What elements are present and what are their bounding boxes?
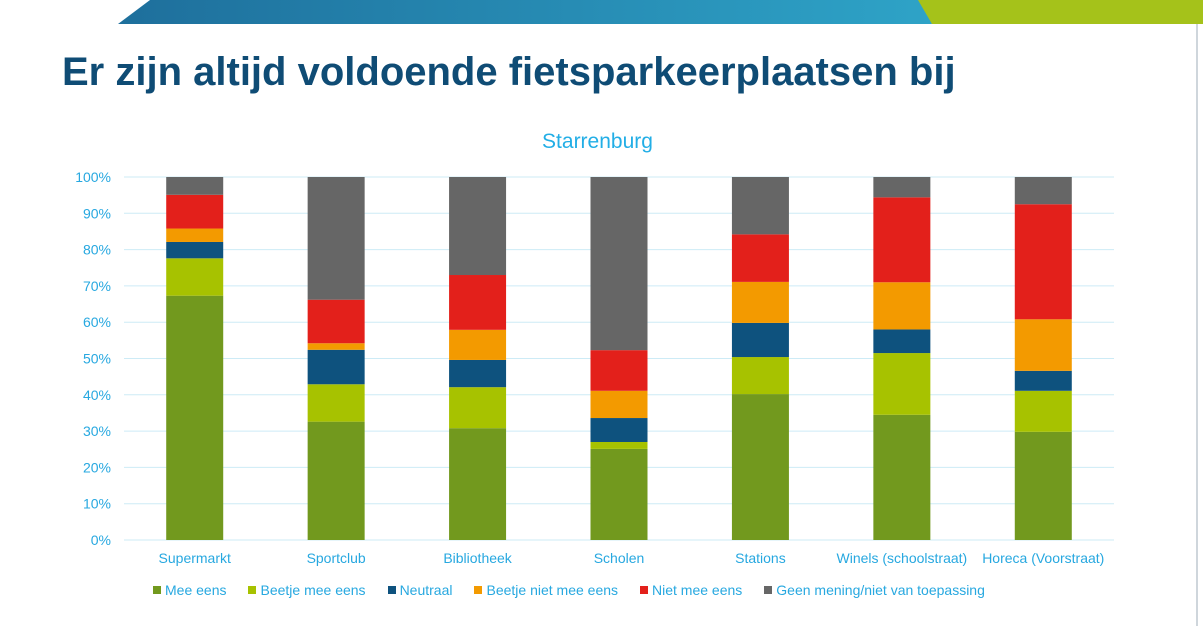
y-tick-label: 90% bbox=[83, 205, 111, 221]
bar-segment bbox=[449, 329, 507, 360]
bar-segment bbox=[590, 390, 648, 419]
y-tick-label: 70% bbox=[83, 278, 111, 294]
bar-segment bbox=[307, 299, 365, 344]
x-tick-label: Horeca (Voorstraat) bbox=[982, 550, 1104, 566]
legend-label: Beetje mee eens bbox=[260, 582, 366, 598]
y-tick-label: 100% bbox=[75, 169, 111, 185]
legend-item: Niet mee eens bbox=[640, 582, 742, 598]
x-tick-label: Winels (schoolstraat) bbox=[837, 550, 968, 566]
bar-segment bbox=[1014, 431, 1072, 540]
y-tick-label: 10% bbox=[83, 496, 111, 512]
legend-label: Mee eens bbox=[165, 582, 227, 598]
legend-item: Mee eens bbox=[153, 582, 226, 598]
bar-segment bbox=[590, 350, 648, 391]
bar-segment bbox=[731, 357, 789, 395]
x-tick-label: Stations bbox=[735, 550, 786, 566]
bar-segment bbox=[449, 177, 507, 276]
bar-segment bbox=[307, 343, 365, 350]
legend-swatch bbox=[387, 586, 396, 594]
bar-segment bbox=[1014, 204, 1072, 320]
legend-item: Beetje niet mee eens bbox=[474, 582, 618, 598]
bar-segment bbox=[590, 441, 648, 449]
y-tick-label: 60% bbox=[83, 314, 111, 330]
x-tick-label: Sportclub bbox=[307, 550, 366, 566]
bar-segment bbox=[307, 384, 365, 422]
bar-segment bbox=[873, 414, 931, 540]
y-tick-label: 40% bbox=[83, 387, 111, 403]
bar-segment bbox=[1014, 319, 1072, 371]
legend-swatch bbox=[153, 586, 161, 594]
bar-segment bbox=[873, 177, 931, 198]
legend-swatch bbox=[474, 586, 483, 594]
bar-segment bbox=[166, 177, 224, 195]
bar-segment bbox=[873, 197, 931, 283]
legend-label: Neutraal bbox=[399, 582, 453, 598]
chart-legend: Mee eens Beetje mee eens Neutraal Beetje ni… bbox=[153, 581, 1007, 599]
bar-segment bbox=[731, 281, 789, 323]
bar-segment bbox=[731, 394, 789, 540]
bar-segment bbox=[590, 418, 648, 442]
bar-segment bbox=[873, 353, 931, 415]
x-tick-label: Supermarkt bbox=[159, 550, 231, 566]
bar-segment bbox=[449, 387, 507, 429]
legend-item: Beetje mee eens bbox=[248, 582, 366, 598]
y-tick-label: 0% bbox=[91, 532, 111, 548]
bar-segment bbox=[307, 349, 365, 385]
bar-segment bbox=[873, 329, 931, 354]
bar-segment bbox=[1014, 390, 1072, 432]
chart-title: Starrenburg bbox=[542, 130, 653, 153]
bar-segment bbox=[307, 177, 365, 300]
y-tick-label: 50% bbox=[83, 351, 111, 367]
top-bar-green-accent bbox=[918, 0, 1203, 24]
legend-item: Neutraal bbox=[387, 582, 453, 598]
legend-swatch bbox=[764, 586, 773, 594]
bar-segment bbox=[449, 275, 507, 330]
y-tick-label: 20% bbox=[83, 459, 111, 475]
stacked-bar-chart: 0% 10% 20% 30% 40% 50% 60% 70% 80% 90% 100% Superma… bbox=[75, 169, 1114, 566]
bar-segment bbox=[166, 258, 224, 296]
y-tick-label: 30% bbox=[83, 423, 111, 439]
bar-segment bbox=[449, 428, 507, 540]
x-tick-label: Scholen bbox=[594, 550, 645, 566]
slide-title: Er zijn altijd voldoende fietsparkeerpla… bbox=[62, 50, 956, 94]
y-tick-label: 80% bbox=[83, 242, 111, 258]
bar-segment bbox=[731, 177, 789, 235]
bar-segment bbox=[590, 177, 648, 351]
bar-segment bbox=[731, 234, 789, 282]
slide-right-border bbox=[1196, 24, 1198, 626]
top-bar-blue bbox=[118, 0, 932, 24]
bar-segment bbox=[307, 421, 365, 540]
bar-segment bbox=[873, 282, 931, 330]
bar-segment bbox=[166, 194, 224, 229]
bar-segment bbox=[449, 359, 507, 388]
legend-label: Geen mening/niet van toepassing bbox=[776, 582, 985, 598]
legend-label: Beetje niet mee eens bbox=[486, 582, 619, 598]
x-tick-label: Bibliotheek bbox=[443, 550, 512, 566]
bar-segment bbox=[166, 295, 224, 540]
top-decorative-bar bbox=[118, 0, 1203, 24]
bar-segment bbox=[1014, 370, 1072, 391]
bar-segment bbox=[166, 228, 224, 242]
bar-segment bbox=[590, 448, 648, 540]
bar-segment bbox=[731, 322, 789, 358]
legend-label: Niet mee eens bbox=[652, 582, 743, 598]
bar-segment bbox=[1014, 177, 1072, 205]
legend-swatch bbox=[640, 586, 649, 594]
bar-segment bbox=[166, 241, 224, 259]
legend-item: Geen mening/niet van toepassing bbox=[764, 582, 985, 598]
legend-swatch bbox=[248, 586, 257, 594]
